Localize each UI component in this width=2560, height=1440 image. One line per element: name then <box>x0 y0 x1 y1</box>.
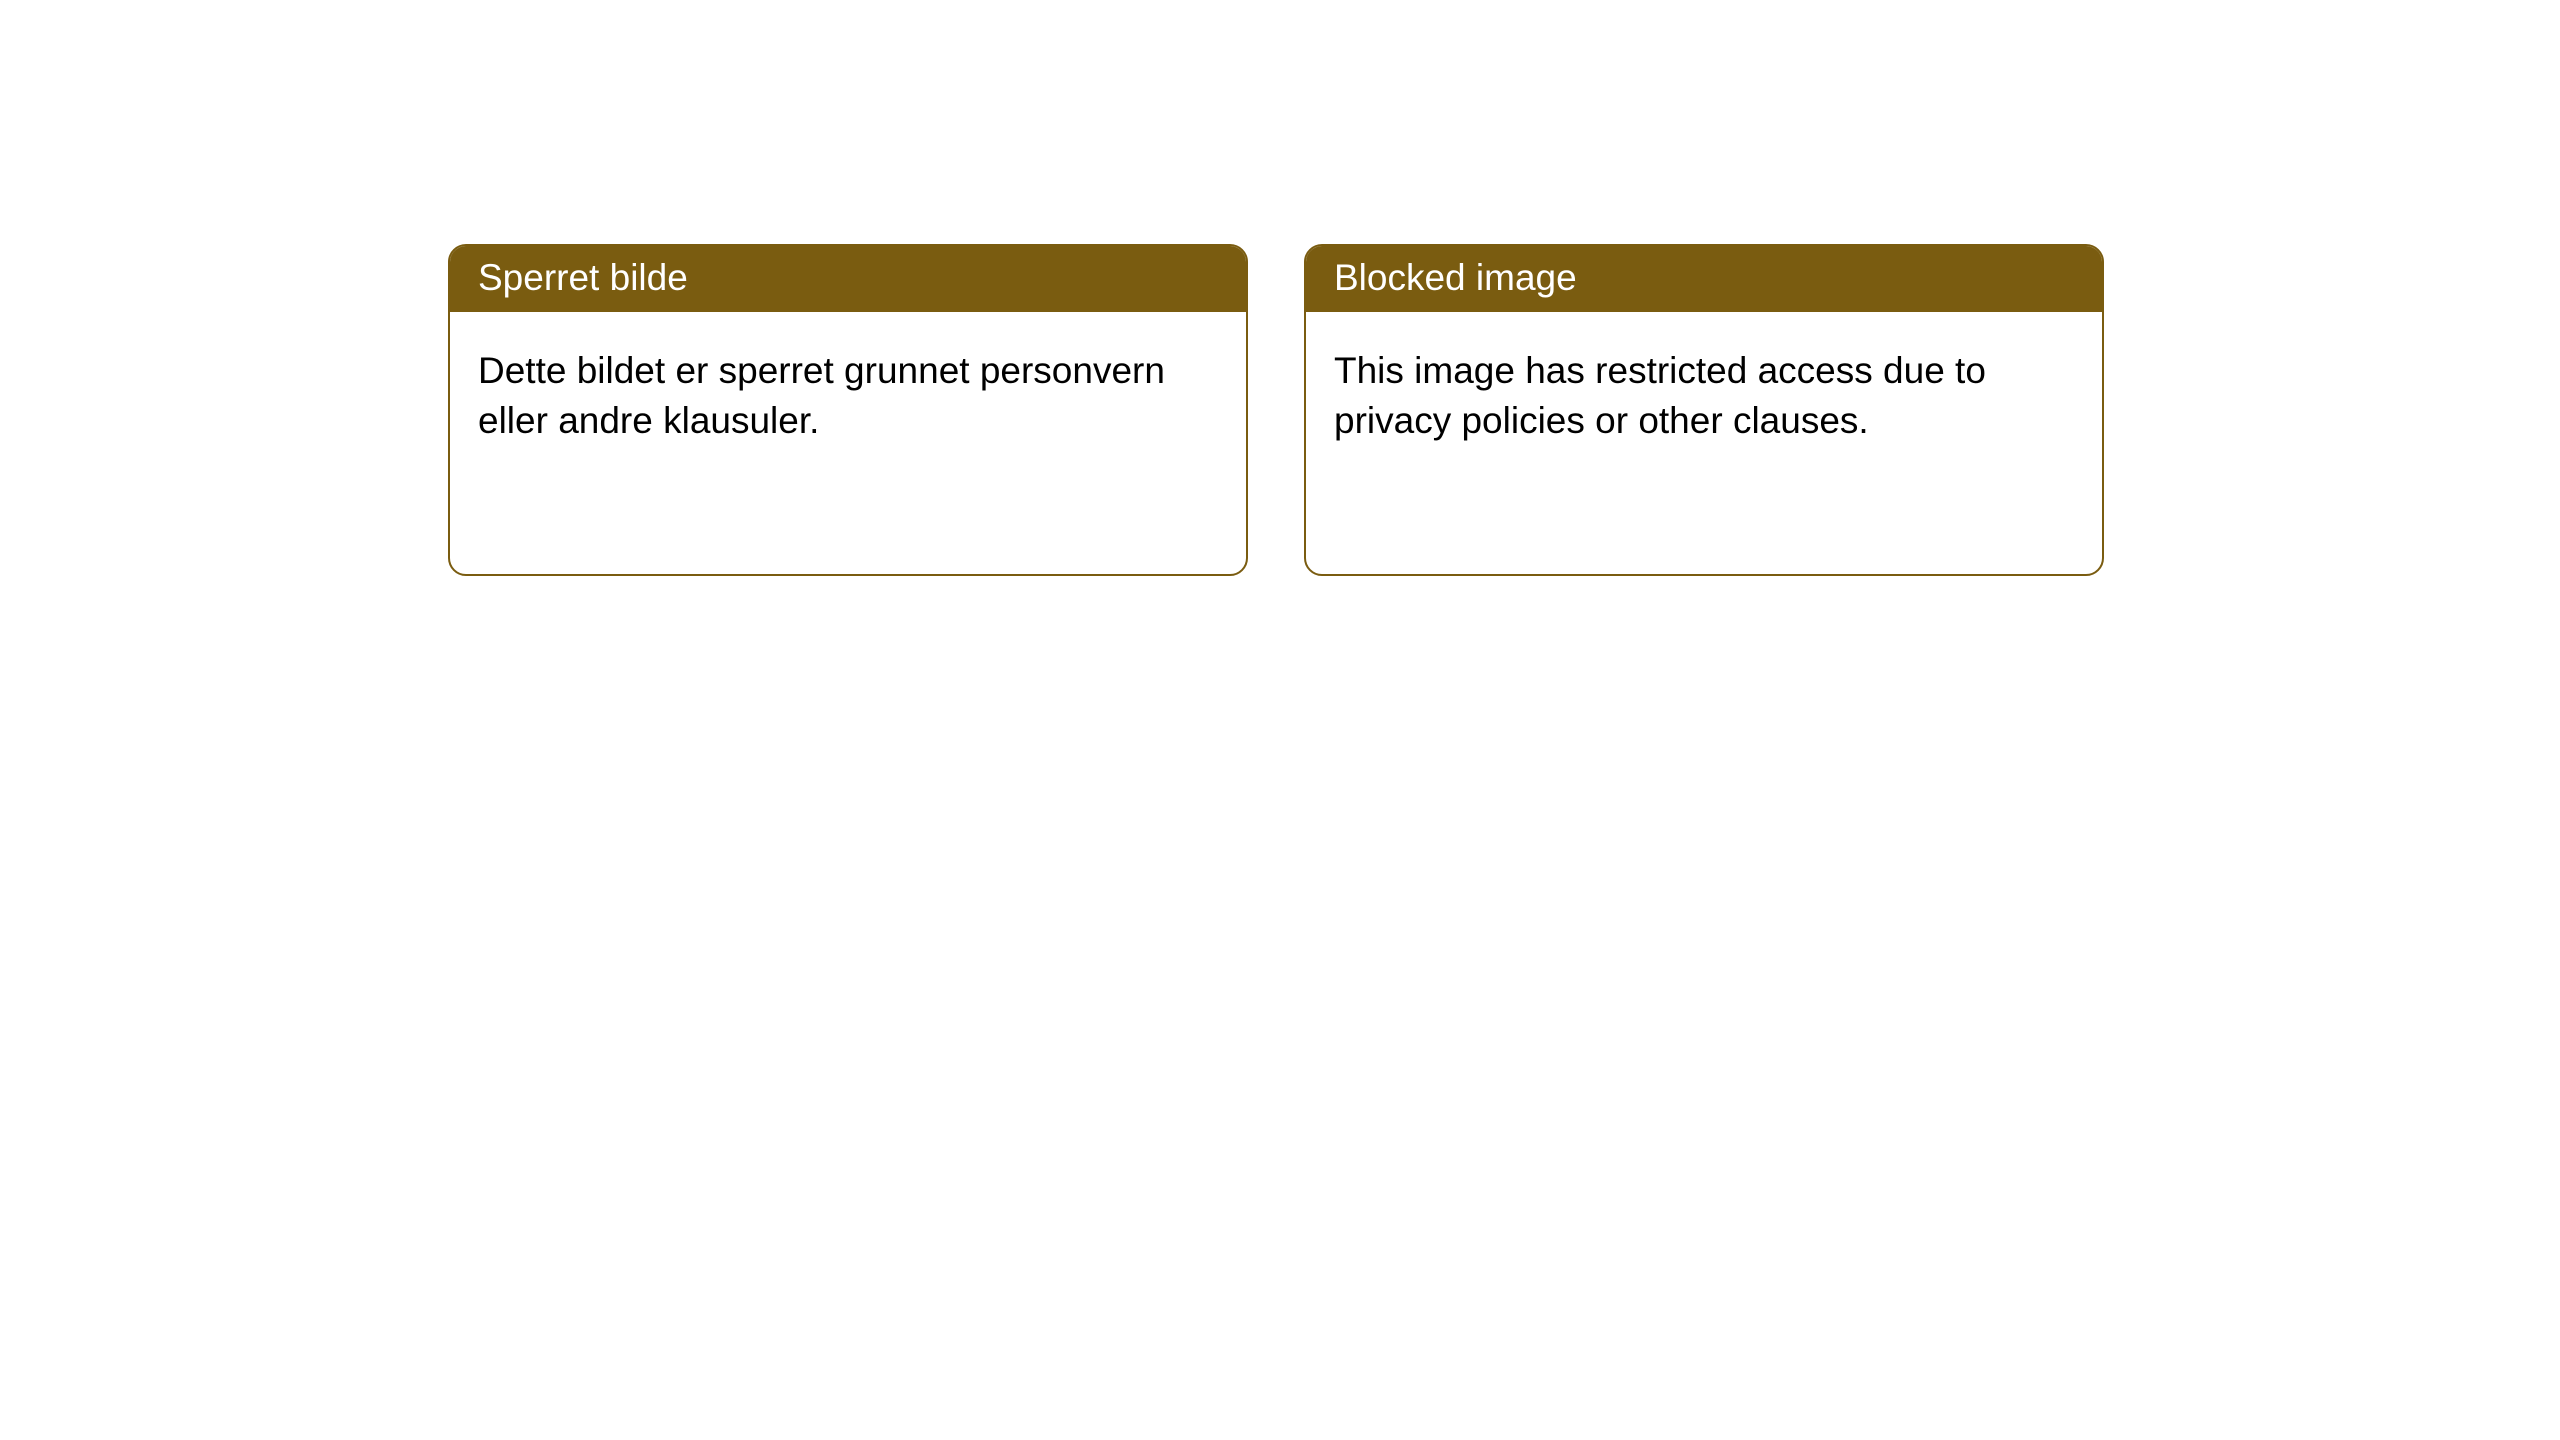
card-title-en: Blocked image <box>1306 246 2102 312</box>
blocked-image-card-no: Sperret bilde Dette bildet er sperret gr… <box>448 244 1248 576</box>
card-body-en: This image has restricted access due to … <box>1306 312 2102 474</box>
card-body-no: Dette bildet er sperret grunnet personve… <box>450 312 1246 474</box>
blocked-image-card-en: Blocked image This image has restricted … <box>1304 244 2104 576</box>
card-title-no: Sperret bilde <box>450 246 1246 312</box>
notice-container: Sperret bilde Dette bildet er sperret gr… <box>0 0 2560 576</box>
